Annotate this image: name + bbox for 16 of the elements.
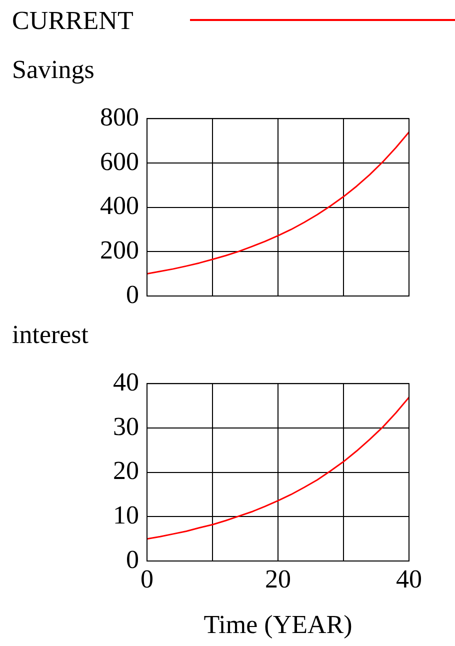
y-tick-label: 10	[113, 500, 139, 530]
y-tick-label: 20	[113, 456, 139, 486]
y-tick-label: 200	[100, 235, 139, 264]
y-tick-label: 600	[100, 146, 139, 176]
y-tick-label: 30	[113, 412, 139, 441]
y-tick-label: 0	[126, 544, 139, 574]
y-tick-label: 40	[113, 367, 139, 396]
x-tick-label: 40	[396, 564, 422, 594]
y-axis-title: interest	[12, 320, 89, 349]
y-tick-label: 800	[100, 102, 139, 132]
y-tick-label: 400	[100, 191, 139, 220]
y-axis-title: Savings	[12, 55, 94, 84]
x-tick-label: 20	[265, 564, 291, 594]
y-tick-label: 0	[126, 280, 139, 309]
text: CURRENT	[12, 6, 134, 35]
x-axis-title: Time (YEAR)	[204, 610, 352, 640]
